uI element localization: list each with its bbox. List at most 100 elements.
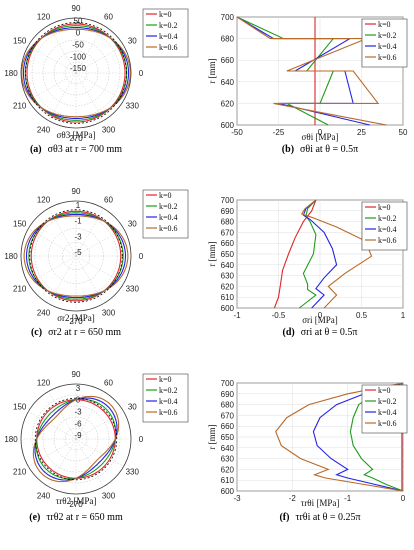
radial-tick-label: -3 — [74, 408, 82, 417]
grid-spoke — [28, 72, 77, 101]
legend-entry: k=0.2 — [159, 386, 178, 395]
x-axis-label: τrθi [MPa] — [301, 498, 340, 508]
legend-polar-1: k=0 k=0.2 k=0.4 k=0.6 — [142, 189, 189, 239]
series-k-0.2 — [24, 25, 128, 121]
x-tick-label: -1 — [344, 494, 352, 503]
caption-text: τrθi at θ = 0.25π — [295, 512, 360, 523]
x-tick-label: 0 — [318, 311, 323, 320]
polar-panel-c: 90 120 60 150 30 180 0 210 330 240 300 270 1 -1 -3 -5 σr… — [4, 187, 143, 338]
legend-entry: k=0.2 — [378, 397, 397, 406]
y-tick-label: 610 — [221, 476, 235, 485]
legend-entry: k=0.4 — [378, 408, 397, 417]
grid-spoke — [75, 411, 124, 440]
grid-circle — [64, 427, 88, 451]
y-tick-label: 690 — [221, 390, 235, 399]
y-tick-label: 680 — [221, 401, 235, 410]
legend-entry: k=0.6 — [159, 224, 178, 233]
caption-label: (c) — [31, 327, 42, 338]
y-tick-label: 640 — [221, 261, 235, 270]
grid-spoke — [75, 72, 124, 101]
y-tick-label: 650 — [221, 250, 235, 259]
y-axis-label: r [mm] — [207, 241, 217, 266]
radial-tick-label: -100 — [70, 52, 87, 61]
y-tick-label: 630 — [221, 272, 235, 281]
y-tick-label: 630 — [221, 455, 235, 464]
grid-circle — [64, 61, 88, 85]
legend-entry: k=0.2 — [378, 214, 397, 223]
radial-tick-label: -5 — [74, 248, 82, 257]
reference-curve — [25, 22, 127, 124]
caption-text: σr2 at r = 650 mm — [48, 327, 121, 338]
grid-spoke — [75, 438, 104, 487]
x-tick-label: 0 — [318, 128, 323, 137]
radial-tick-label: -9 — [74, 431, 82, 440]
y-tick-label: 660 — [221, 56, 235, 65]
grid-spoke — [75, 228, 124, 257]
y-tick-label: 620 — [221, 282, 235, 291]
radial-tick-label: 50 — [74, 16, 83, 25]
angle-label: 60 — [104, 196, 113, 205]
x-tick-label: -3 — [233, 494, 241, 503]
y-tick-label: 610 — [221, 293, 235, 302]
grid-spoke — [75, 208, 104, 257]
y-tick-label: 700 — [221, 13, 235, 22]
angle-label: 240 — [37, 125, 51, 134]
angle-label: 90 — [72, 4, 81, 13]
reference-curve — [34, 397, 118, 481]
series-k-0.2 — [349, 382, 404, 492]
legend-entry: k=0.6 — [159, 408, 178, 417]
x-tick-label: 0 — [401, 494, 406, 503]
y-tick-label: 670 — [221, 228, 235, 237]
angle-label: 240 — [37, 308, 51, 317]
x-axis-label: σθ3 [MPa] — [57, 130, 96, 140]
angle-label: 30 — [128, 403, 137, 412]
grid-spoke — [48, 25, 77, 74]
grid-spoke — [28, 228, 77, 257]
legend-entry: k=0 — [159, 10, 172, 19]
angle-label: 150 — [13, 403, 27, 412]
legend-entry: k=0.2 — [378, 31, 397, 40]
series-k-0 — [30, 210, 122, 302]
angle-label: 60 — [104, 13, 113, 22]
x-axis-label: σθi [MPa] — [302, 132, 339, 142]
grid-spoke — [75, 391, 104, 440]
series-k-0.6 — [23, 215, 129, 297]
x-tick-label: 0.5 — [356, 311, 368, 320]
series-k-0.6 — [236, 16, 387, 126]
legend-entry: k=0 — [378, 203, 391, 212]
angle-label: 90 — [72, 370, 81, 379]
x-axis-label: σri [MPa] — [302, 315, 338, 325]
angle-label: 150 — [13, 37, 27, 46]
angle-label: 270 — [69, 500, 83, 509]
x-tick-label: -2 — [289, 494, 297, 503]
grid-spoke — [75, 25, 104, 74]
grid-spoke — [75, 255, 124, 284]
angle-label: 0 — [139, 69, 144, 78]
angle-label: 120 — [37, 379, 51, 388]
series-k-0 — [26, 23, 126, 123]
y-tick-label: 650 — [221, 433, 235, 442]
grid-circle — [31, 394, 121, 484]
radial-tick-label: -3 — [74, 232, 82, 241]
series-k-0.4 — [302, 199, 338, 309]
legend-entry: k=0 — [378, 386, 391, 395]
y-tick-label: 640 — [221, 444, 235, 453]
radial-tick-label: -6 — [74, 419, 82, 428]
panel-caption: (a) σθ3 at r = 700 mm — [30, 144, 122, 155]
y-tick-label: 670 — [221, 411, 235, 420]
legend-entry: k=0.4 — [378, 42, 397, 51]
grid-spoke — [75, 438, 124, 467]
radial-tick-label: -1 — [74, 217, 82, 226]
legend-entry: k=0.2 — [159, 21, 178, 30]
legend-box — [361, 18, 408, 68]
legend-entry: k=0.6 — [378, 419, 397, 428]
legend-box — [142, 189, 189, 239]
radial-tick-label: -150 — [70, 64, 87, 73]
caption-text: σθ3 at r = 700 mm — [48, 144, 123, 155]
series-k-0.4 — [312, 382, 404, 492]
legend-entry: k=0.2 — [159, 202, 178, 211]
caption-text: σri at θ = 0.5π — [301, 327, 358, 338]
angle-label: 180 — [4, 69, 18, 78]
y-axis-label: r [mm] — [207, 424, 217, 449]
